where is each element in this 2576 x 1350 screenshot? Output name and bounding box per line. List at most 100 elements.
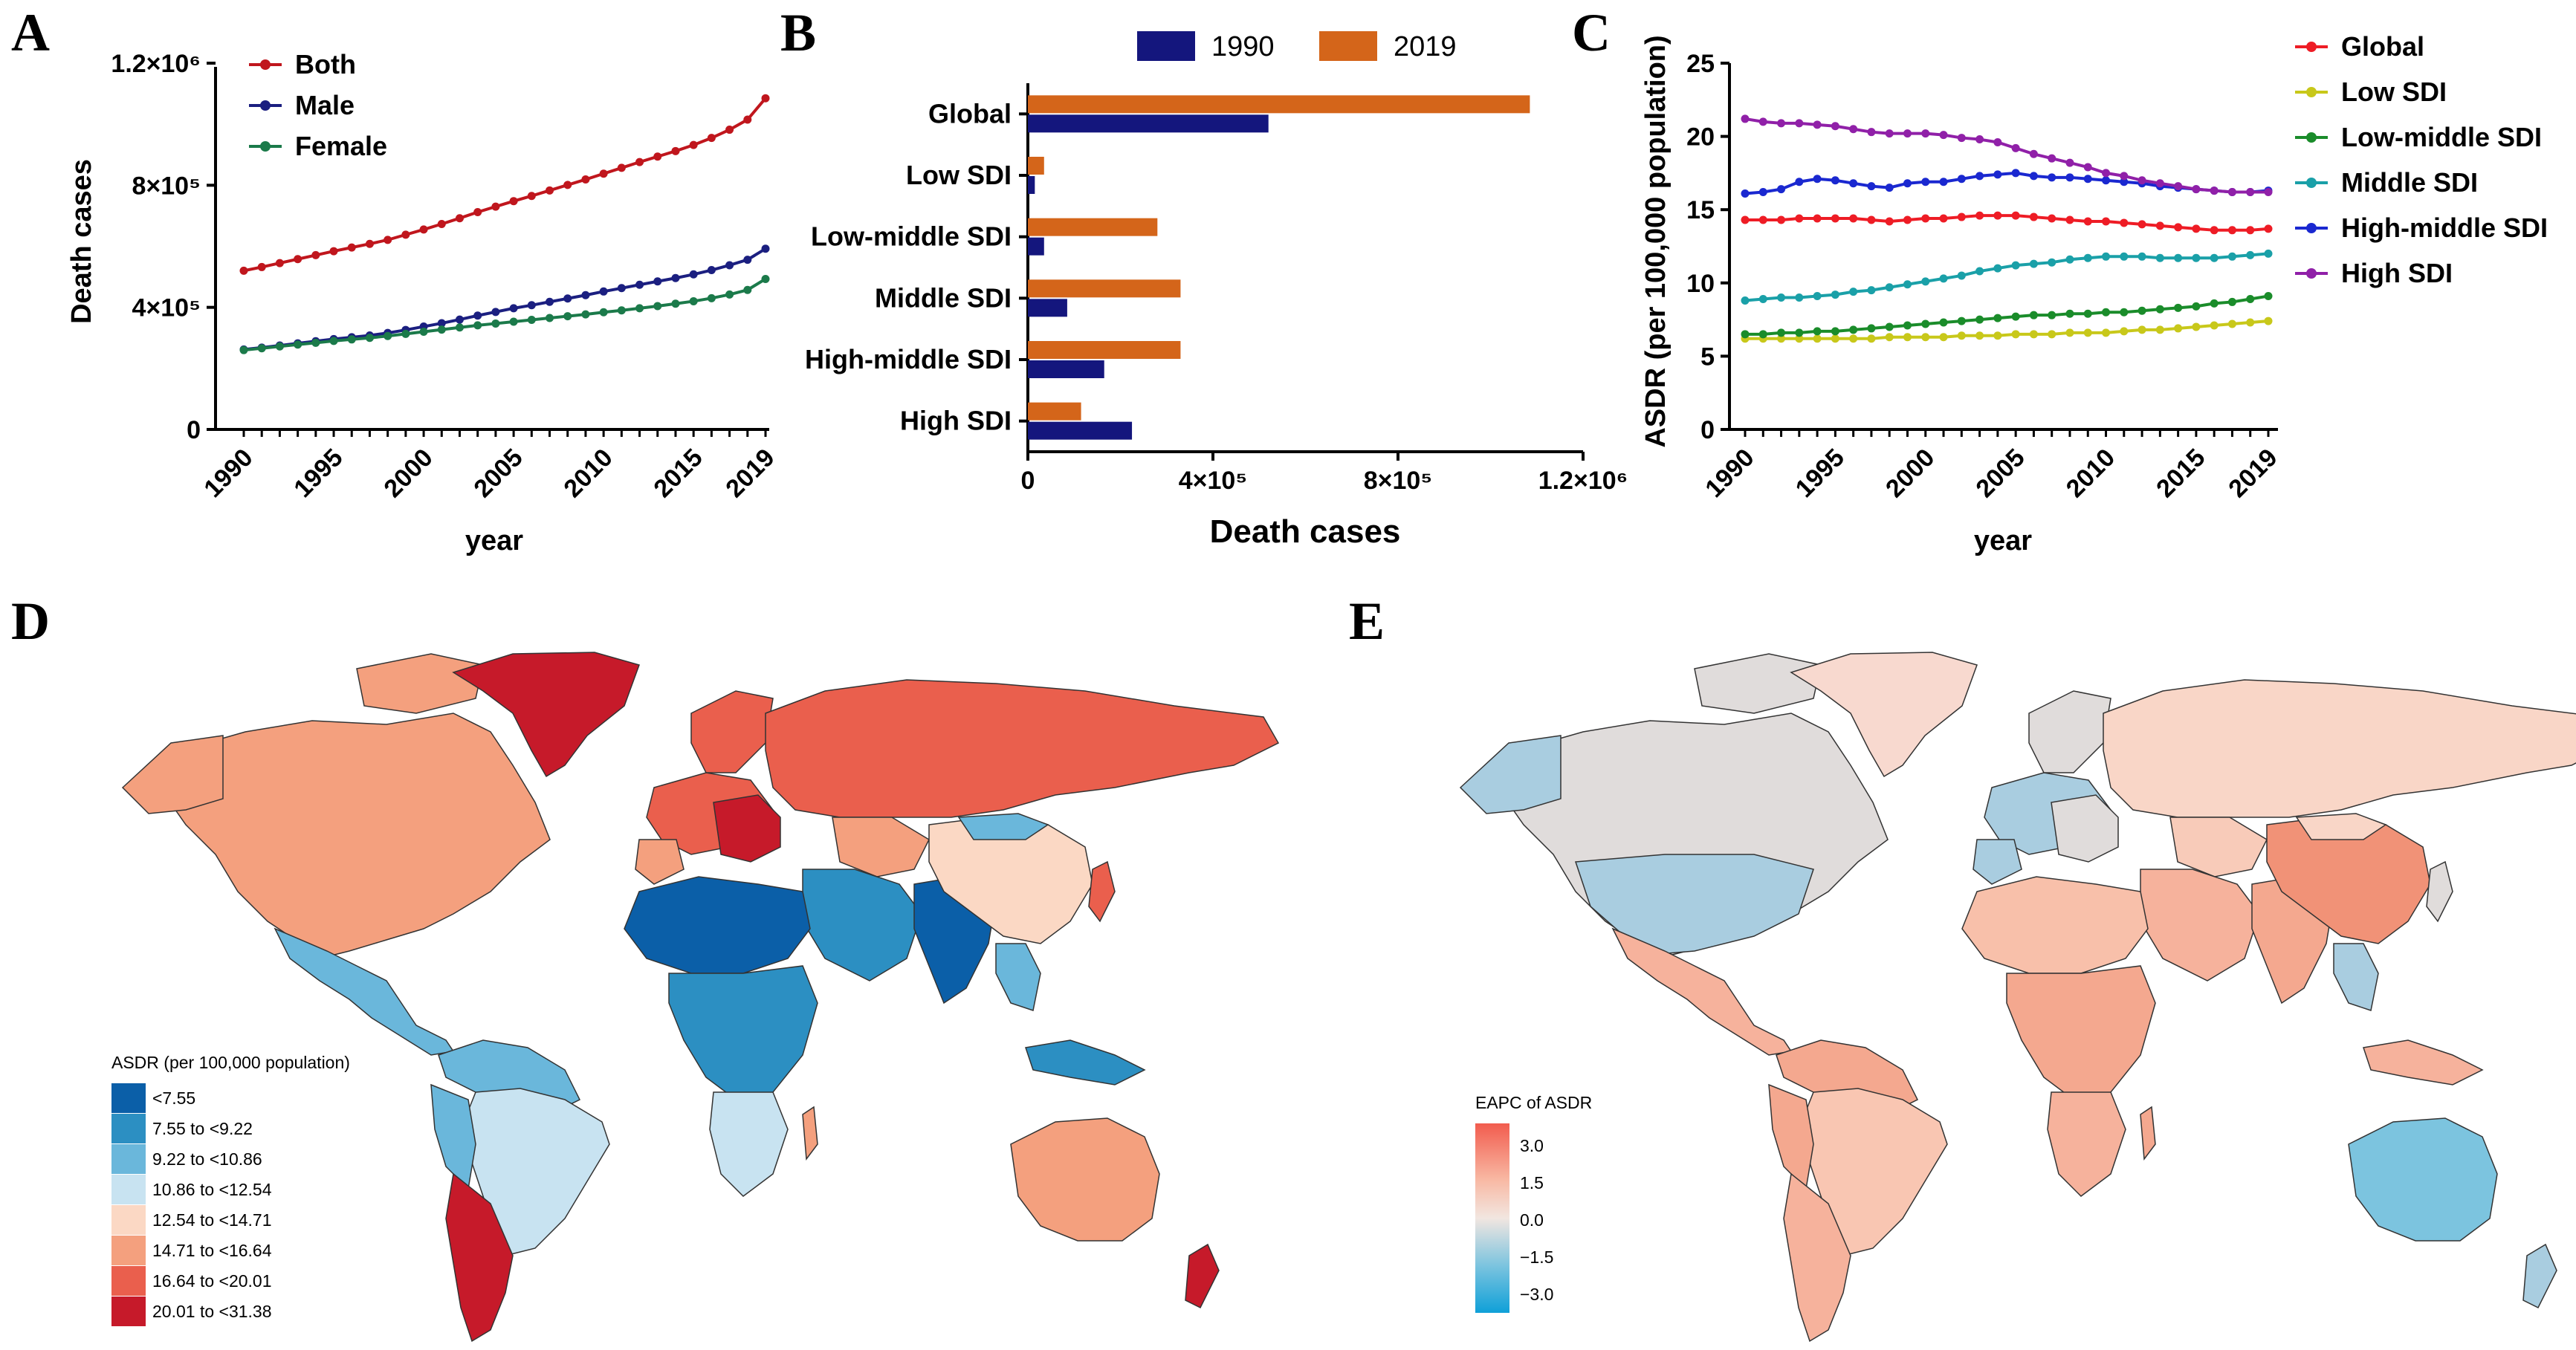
region-chile-argentina bbox=[1783, 1172, 1851, 1343]
panel-a-ylabel: Death cases bbox=[66, 159, 97, 324]
panel-c-ytick-label: 25 bbox=[1686, 50, 1715, 78]
panel-c-point bbox=[2210, 186, 2219, 195]
panel-c-point bbox=[1758, 117, 1767, 126]
panel-c-point bbox=[1758, 294, 1767, 303]
panel-a-point bbox=[599, 287, 608, 296]
panel-a-xtick-label: 1995 bbox=[288, 444, 348, 503]
map-e-legend-tick: −3.0 bbox=[1520, 1285, 1553, 1304]
panel-label-b: B bbox=[780, 3, 816, 62]
region-arctic-islands bbox=[356, 653, 484, 714]
panel-c-point bbox=[1741, 330, 1750, 339]
panel-a-point bbox=[347, 243, 356, 252]
panel-c-point bbox=[2029, 212, 2038, 221]
panel-c-point bbox=[2155, 253, 2164, 262]
map-d-legend-swatch bbox=[111, 1236, 146, 1265]
panel-c-point bbox=[2174, 182, 2183, 191]
panel-a-point bbox=[455, 315, 464, 324]
panel-c-ytick-label: 0 bbox=[1700, 416, 1715, 444]
panel-c-point bbox=[2210, 299, 2219, 308]
panel-a-legend-marker bbox=[260, 59, 271, 70]
map-d-legend-swatch bbox=[111, 1083, 146, 1113]
panel-a-point bbox=[257, 344, 266, 353]
region-peru-bolivia bbox=[430, 1083, 476, 1190]
panel-a-point bbox=[581, 291, 590, 299]
panel-c-point bbox=[2083, 328, 2092, 337]
panel-c-point bbox=[2048, 154, 2056, 163]
panel-c-point bbox=[2083, 163, 2092, 172]
region-north-africa bbox=[1961, 876, 2149, 974]
panel-c-point bbox=[2011, 211, 2020, 220]
panel-c-point bbox=[2246, 250, 2255, 259]
panel-c-point bbox=[1777, 328, 1786, 337]
panel-a-point bbox=[257, 262, 266, 271]
panel-c-legend-marker bbox=[2306, 223, 2317, 233]
panel-c-xtick-label: 2010 bbox=[2061, 444, 2120, 503]
region-central-europe bbox=[713, 794, 781, 863]
panel-c-point bbox=[2048, 330, 2056, 339]
panel-c-point bbox=[1813, 292, 1822, 301]
panel-a-legend-label: Female bbox=[295, 131, 387, 161]
panel-c-point bbox=[1921, 333, 1930, 342]
panel-a-point bbox=[509, 304, 518, 313]
panel-b-xtick-label: 8×10⁵ bbox=[1364, 467, 1433, 495]
region-mexico bbox=[274, 927, 455, 1056]
panel-c-point bbox=[2210, 321, 2219, 330]
panel-a-point bbox=[707, 266, 716, 275]
panel-c-ytick-label: 20 bbox=[1686, 123, 1715, 152]
map-d-legend-label: 12.54 to <14.71 bbox=[152, 1210, 272, 1230]
panel-a-point bbox=[275, 342, 284, 351]
panel-c-series-global-line bbox=[1745, 214, 2269, 232]
panel-c-point bbox=[2246, 294, 2255, 303]
panel-a-point bbox=[689, 270, 698, 279]
panel-c-point bbox=[2264, 317, 2273, 325]
panel-c-series-high-sdi-line bbox=[1744, 117, 2268, 194]
panel-a-point bbox=[491, 202, 500, 211]
panel-c-point bbox=[1957, 175, 1966, 184]
panel-a-point bbox=[653, 302, 662, 311]
panel-c-point bbox=[1903, 321, 1912, 330]
panel-c-point bbox=[2048, 258, 2056, 267]
panel-c-point bbox=[2029, 259, 2038, 268]
panel-b-bar-1990 bbox=[1028, 299, 1067, 317]
map-d-legend-title: ASDR (per 100,000 population) bbox=[111, 1053, 350, 1072]
panel-a-legend-label: Male bbox=[295, 90, 355, 120]
region-alaska bbox=[1459, 735, 1562, 814]
panel-label-a: A bbox=[11, 3, 50, 62]
region-iberia bbox=[635, 839, 685, 885]
panel-a-legend-marker bbox=[260, 100, 271, 111]
panel-a-ytick-label: 4×10⁵ bbox=[132, 294, 201, 322]
panel-a-xtick-label: 1990 bbox=[198, 444, 258, 503]
panel-c-point bbox=[1867, 334, 1876, 343]
panel-c-legend-marker bbox=[2306, 87, 2317, 97]
panel-c-point bbox=[2227, 252, 2236, 261]
panel-a-point bbox=[419, 225, 428, 234]
world-map-asdr bbox=[121, 652, 1280, 1343]
region-mongolia bbox=[2295, 813, 2387, 840]
panel-c-point bbox=[2138, 176, 2146, 185]
panel-a-point bbox=[581, 175, 590, 184]
panel-c-point bbox=[2264, 249, 2273, 258]
panel-c-point bbox=[2011, 143, 2020, 152]
panel-c-point bbox=[2029, 330, 2038, 339]
panel-a-point bbox=[563, 294, 572, 303]
panel-a-point bbox=[275, 259, 284, 267]
panel-a-point bbox=[653, 277, 662, 286]
panel-b-bar-1990 bbox=[1028, 114, 1269, 133]
panel-a-xtick-label: 2010 bbox=[558, 444, 618, 503]
map-d-legend: ASDR (per 100,000 population) <7.55 7.55 … bbox=[111, 1053, 350, 1326]
panel-a-point bbox=[401, 230, 410, 239]
panel-c-point bbox=[2155, 179, 2164, 188]
panel-c-point bbox=[2029, 172, 2038, 181]
panel-c-point bbox=[1758, 188, 1767, 197]
panel-b-category-label: Global bbox=[928, 98, 1012, 129]
panel-c-point bbox=[2065, 328, 2074, 337]
panel-a-point bbox=[527, 316, 536, 325]
panel-c-point bbox=[1993, 314, 2002, 322]
panel-a-point bbox=[437, 220, 446, 229]
panel-c-point bbox=[2011, 330, 2020, 339]
panel-c-point bbox=[1849, 325, 1858, 334]
panel-c-point bbox=[1921, 178, 1930, 186]
panel-a-point bbox=[473, 311, 482, 320]
panel-a-point bbox=[311, 250, 320, 259]
panel-c-ylabel: ASDR (per 100,000 population) bbox=[1640, 35, 1672, 447]
